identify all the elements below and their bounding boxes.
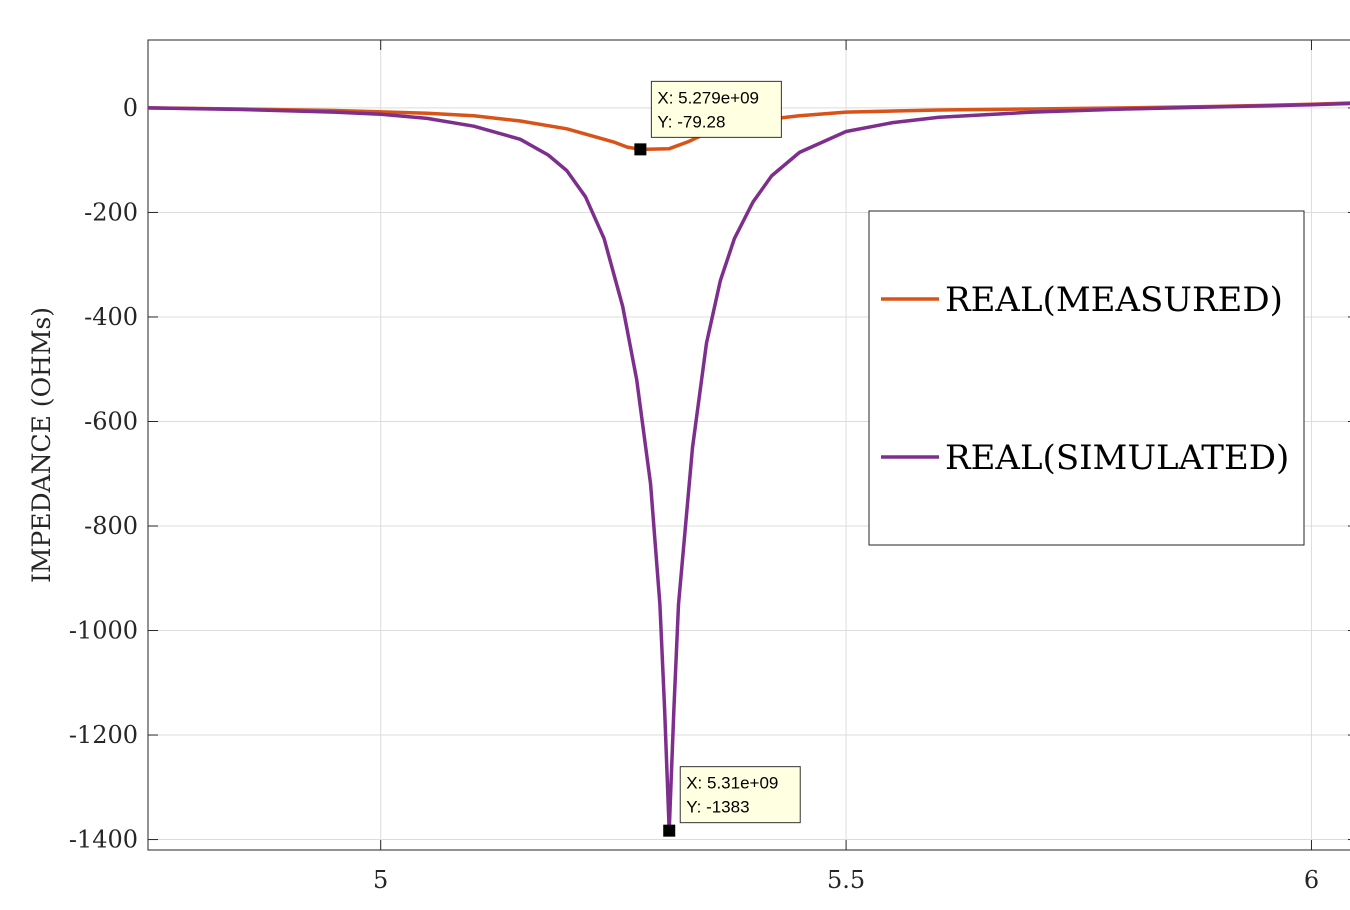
datatip[interactable]: X: 5.279e+09 Y: -79.28	[634, 80, 782, 156]
legend-label: REAL(SIMULATED)	[945, 438, 1289, 478]
y-tick-label: -1400	[69, 826, 138, 854]
datatips[interactable]: X: 5.279e+09 Y: -79.28 X: 5.31e+09 Y: -1383	[634, 80, 801, 837]
datatip-marker[interactable]	[663, 824, 676, 837]
y-axis-title: IMPEDANCE (OHMs)	[27, 307, 56, 583]
datatip-box	[679, 766, 801, 824]
y-tick-label: -1200	[69, 721, 138, 749]
legend-label: REAL(MEASURED)	[945, 280, 1283, 320]
y-tick-label: -200	[84, 198, 138, 226]
series-line-simulated	[148, 101, 1350, 833]
datatip-box	[650, 80, 782, 138]
series-lines	[148, 101, 1350, 833]
grid	[148, 40, 1350, 850]
datatip-marker[interactable]	[634, 143, 647, 156]
plot-frame	[147, 39, 1350, 851]
datatip-x-label: X: 5.31e+09	[686, 774, 778, 793]
x-tick-label: 5.5	[827, 866, 865, 894]
series-line-measured	[148, 101, 1350, 152]
legend-box	[868, 210, 1305, 546]
datatip-y-label: Y: -1383	[686, 798, 749, 817]
y-tick-label: -1000	[69, 617, 138, 645]
y-tick-label: -600	[84, 407, 138, 435]
y-tick-label: -400	[84, 303, 138, 331]
y-tick-label: -800	[84, 512, 138, 540]
legend: REAL(MEASURED) REAL(SIMULATED)	[868, 210, 1305, 546]
x-tick-label: 5	[373, 866, 388, 894]
axis-ticks: 5 5.5 6 0 -200 -400 -600 -800 -1000 -1200 -1400	[69, 40, 1350, 894]
x-tick-label: 6	[1304, 866, 1319, 894]
y-tick-label: 0	[123, 94, 138, 122]
datatip[interactable]: X: 5.31e+09 Y: -1383	[663, 766, 801, 837]
datatip-y-label: Y: -79.28	[657, 112, 725, 131]
datatip-x-label: X: 5.279e+09	[657, 88, 759, 107]
